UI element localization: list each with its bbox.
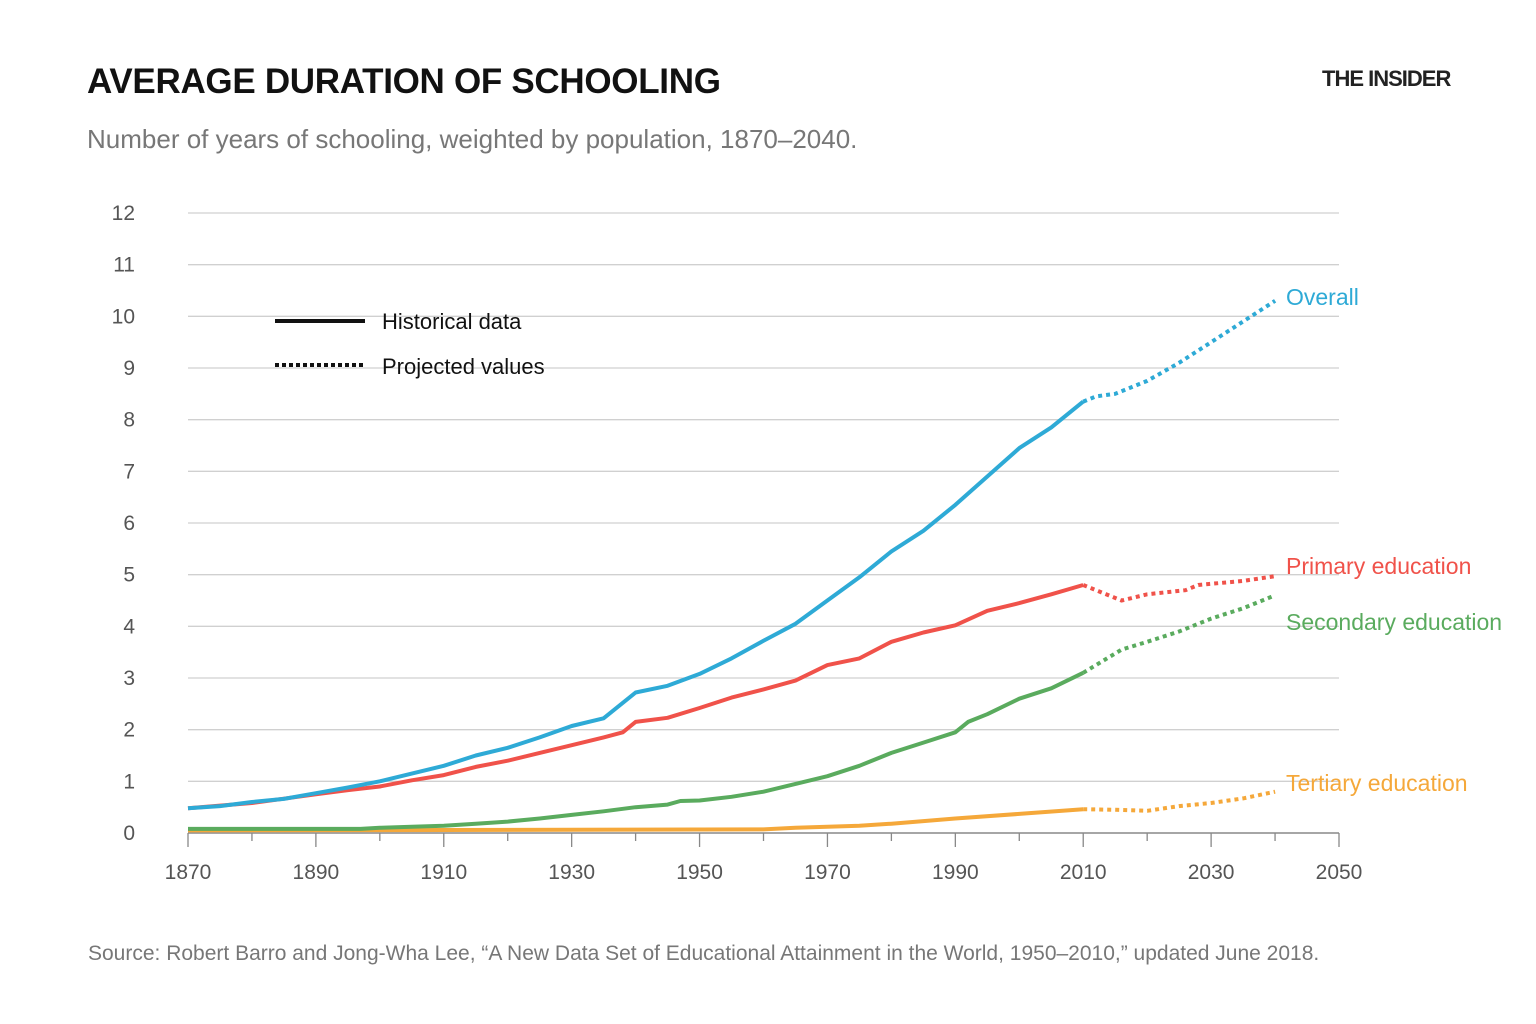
series-line-historical: [187, 400, 1085, 811]
x-tick-label: 1970: [804, 861, 851, 884]
x-tick-label: 1950: [676, 861, 723, 884]
x-tick-label: 2030: [1188, 861, 1235, 884]
x-tick-label: 2050: [1316, 861, 1363, 884]
series-label: Tertiary education: [1286, 770, 1468, 796]
x-tick-label: 1910: [420, 861, 467, 884]
legend-label: Projected values: [382, 354, 545, 379]
y-tick-label: 11: [113, 254, 135, 277]
y-tick-label: 8: [123, 409, 135, 432]
series-label: Overall: [1286, 284, 1359, 310]
y-tick-label: 2: [123, 719, 135, 742]
series-label: Secondary education: [1286, 609, 1502, 635]
legend-label: Historical data: [382, 309, 522, 334]
series-line-historical: [187, 807, 1084, 833]
x-tick-label: 1930: [548, 861, 595, 884]
y-tick-label: 5: [123, 564, 135, 587]
brand-logo: THE INSIDER: [1322, 66, 1451, 91]
series-line-projected: [1083, 789, 1276, 813]
series-line-projected: [1082, 593, 1276, 675]
y-tick-label: 12: [112, 202, 135, 225]
x-tick-label: 1890: [293, 861, 340, 884]
y-tick-label: 4: [123, 615, 135, 638]
y-tick-label: 0: [123, 822, 135, 845]
x-tick-label: 2010: [1060, 861, 1107, 884]
chart-title: AVERAGE DURATION OF SCHOOLING: [87, 62, 721, 101]
y-tick-label: 10: [112, 305, 135, 328]
x-tick-label: 1870: [165, 861, 212, 884]
source-note: Source: Robert Barro and Jong-Wha Lee, “…: [88, 942, 1320, 965]
x-tick-label: 1990: [932, 861, 979, 884]
series-line-projected: [1082, 574, 1276, 603]
series-line-projected: [1082, 299, 1277, 404]
chart-subtitle: Number of years of schooling, weighted b…: [87, 124, 858, 154]
y-tick-label: 6: [123, 512, 135, 535]
y-tick-label: 1: [123, 770, 135, 793]
y-tick-label: 3: [123, 667, 135, 690]
series-line-historical: [187, 583, 1084, 811]
series-label: Primary education: [1286, 553, 1471, 579]
series-line-historical: [188, 671, 1085, 831]
y-tick-label: 7: [123, 460, 135, 483]
y-tick-label: 9: [123, 357, 135, 380]
